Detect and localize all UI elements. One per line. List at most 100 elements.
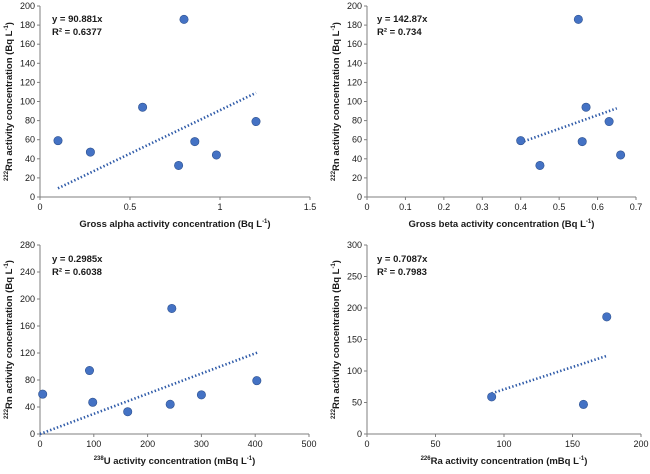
data-point — [578, 399, 588, 409]
y-tick-label: 60 — [352, 135, 362, 145]
x-tick-label: 0.6 — [591, 202, 604, 212]
y-tick-label: 80 — [352, 116, 362, 126]
y-tick-label: 0 — [30, 429, 35, 439]
x-tick-label: 0.2 — [438, 202, 451, 212]
data-point — [616, 150, 626, 160]
y-tick-label: 120 — [20, 348, 35, 358]
y-tick-label: 200 — [20, 294, 35, 304]
y-tick-label: 40 — [25, 154, 35, 164]
r-squared-label: R² = 0.7983 — [377, 267, 427, 278]
y-tick-label: 180 — [20, 20, 35, 30]
data-point — [123, 407, 133, 417]
x-axis-title: 238U activity concentration (mBq L-1) — [94, 456, 256, 467]
y-tick-label: 140 — [347, 58, 362, 68]
x-tick-label: 500 — [301, 439, 316, 449]
data-point — [196, 390, 206, 400]
x-tick-label: 0 — [364, 439, 369, 449]
data-point — [138, 102, 148, 112]
data-point — [165, 399, 175, 409]
y-tick-label: 160 — [20, 321, 35, 331]
y-tick-label: 120 — [347, 77, 362, 87]
y-tick-label: 140 — [20, 58, 35, 68]
x-tick-label: 100 — [86, 439, 101, 449]
y-axis-title: 222Rn activity concentration (Bq L-1) — [331, 260, 342, 419]
y-tick-label: 250 — [347, 272, 362, 282]
y-tick-label: 200 — [347, 1, 362, 11]
chart-panel-1: 0 20 40 60 80 100 120 140 160 180 200 0 0.5 1 1.5 Gross… — [4, 1, 316, 230]
data-point — [487, 392, 497, 402]
data-point — [179, 14, 189, 24]
y-tick-label: 180 — [347, 20, 362, 30]
trendline — [520, 107, 618, 144]
data-point — [573, 14, 583, 24]
r-squared-label: R² = 0.6377 — [52, 27, 102, 38]
x-tick-label: 0.5 — [553, 202, 566, 212]
trendline — [39, 351, 259, 436]
chart-panel-2: 0 20 40 60 80 100 120 140 160 180 200 0 0.1 0.2 0.3 0.4… — [331, 1, 642, 230]
chart-panel-4: 0 50 100 150 200 250 300 0 50 100 150 200 226Ra acti… — [331, 240, 649, 467]
y-tick-label: 100 — [347, 366, 362, 376]
y-tick-label: 0 — [30, 192, 35, 202]
y-tick-label: 240 — [20, 267, 35, 277]
x-tick-label: 400 — [248, 439, 263, 449]
y-tick-label: 300 — [347, 240, 362, 250]
y-axis-title: 222Rn activity concentration (Bq L-1) — [4, 22, 15, 181]
data-point — [174, 160, 184, 170]
data-point — [167, 303, 177, 313]
x-tick-label: 1 — [217, 202, 222, 212]
data-point — [53, 136, 63, 146]
x-tick-label: 50 — [430, 439, 440, 449]
y-tick-label: 280 — [20, 240, 35, 250]
y-tick-label: 20 — [25, 173, 35, 183]
regression-equation: y = 0.2985x — [52, 254, 103, 265]
y-tick-label: 40 — [352, 154, 362, 164]
x-tick-label: 0.1 — [399, 202, 412, 212]
data-point — [38, 389, 48, 399]
y-tick-label: 200 — [20, 1, 35, 11]
y-tick-label: 80 — [25, 116, 35, 126]
data-point — [190, 137, 200, 147]
y-tick-label: 60 — [25, 135, 35, 145]
x-tick-label: 0.7 — [630, 202, 643, 212]
data-point — [535, 160, 545, 170]
y-tick-label: 200 — [347, 303, 362, 313]
chart-panel-3: 0 40 80 120 160 200 240 280 0 100 200 300 400 500 238U… — [4, 240, 317, 467]
x-axis-title: 226Ra activity concentration (mBq L-1) — [421, 456, 588, 467]
y-tick-label: 0 — [357, 192, 362, 202]
data-point — [581, 102, 591, 112]
data-point — [211, 150, 221, 160]
y-tick-label: 120 — [20, 77, 35, 87]
x-tick-label: 0 — [37, 202, 42, 212]
y-tick-label: 50 — [352, 398, 362, 408]
x-tick-label: 0.4 — [514, 202, 527, 212]
x-tick-label: 200 — [140, 439, 155, 449]
data-point — [251, 117, 261, 127]
x-tick-label: 0 — [364, 202, 369, 212]
r-squared-label: R² = 0.6038 — [52, 267, 102, 278]
x-axis-title: Gross beta activity concentration (Bq L-… — [409, 219, 595, 230]
r-squared-label: R² = 0.734 — [377, 27, 422, 38]
data-point — [602, 312, 612, 322]
x-tick-label: 0 — [37, 439, 42, 449]
x-tick-label: 0.3 — [476, 202, 489, 212]
data-point — [516, 136, 526, 146]
trendline — [57, 91, 257, 190]
data-point — [84, 366, 94, 376]
y-tick-label: 160 — [20, 39, 35, 49]
y-tick-label: 80 — [25, 375, 35, 385]
x-tick-label: 100 — [496, 439, 511, 449]
y-tick-label: 20 — [352, 173, 362, 183]
y-tick-label: 40 — [25, 402, 35, 412]
y-tick-label: 100 — [20, 97, 35, 107]
x-tick-label: 200 — [633, 439, 648, 449]
y-axis-title: 222Rn activity concentration (Bq L-1) — [331, 22, 342, 181]
regression-equation: y = 0.7087x — [377, 254, 428, 265]
trendline — [491, 354, 608, 395]
regression-equation: y = 142.87x — [377, 14, 428, 25]
data-point — [604, 117, 614, 127]
y-axis-title: 222Rn activity concentration (Bq L-1) — [4, 260, 15, 419]
x-tick-label: 0.5 — [124, 202, 137, 212]
data-point — [577, 137, 587, 147]
y-tick-label: 150 — [347, 335, 362, 345]
